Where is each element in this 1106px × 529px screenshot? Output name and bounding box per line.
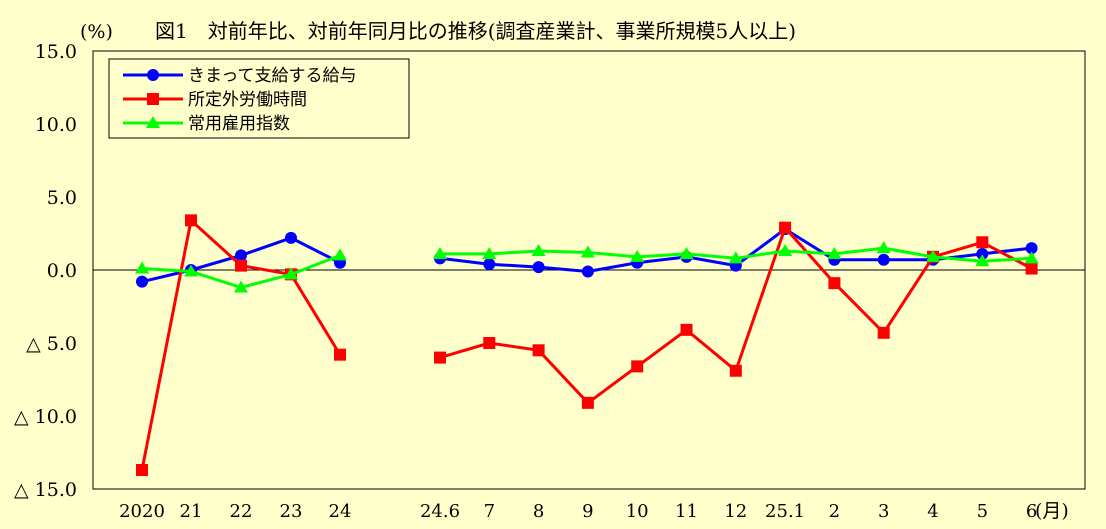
y-tick-label: △ 5.0: [26, 333, 77, 355]
data-point: [136, 464, 148, 477]
x-tick-label: 8: [533, 501, 544, 522]
x-axis: 2020 21 22 23 24 24.6 7 8 9 10 11 12 25.1 2 3 4 5 6: [119, 501, 1037, 522]
x-tick-label: 24: [329, 501, 352, 522]
data-point: [926, 249, 940, 262]
x-tick-label: 24.6: [420, 501, 460, 522]
data-point: [135, 261, 149, 274]
data-point: [976, 236, 989, 249]
data-point: [334, 348, 346, 361]
x-tick-label: 2: [829, 501, 840, 522]
data-point: [779, 221, 792, 234]
data-point: [976, 247, 989, 260]
x-tick-label: 12: [724, 501, 747, 522]
data-point: [631, 360, 644, 373]
data-point: [827, 246, 842, 259]
data-point: [532, 261, 545, 274]
data-point: [680, 323, 693, 336]
y-tick-label: 0.0: [47, 260, 77, 282]
x-tick-label: 5: [977, 501, 988, 522]
data-point: [333, 248, 347, 261]
data-point: [482, 246, 497, 259]
data-point: [679, 246, 694, 259]
data-point: [1025, 262, 1038, 275]
data-point: [235, 259, 247, 272]
data-point: [234, 280, 248, 293]
data-point: [483, 258, 496, 271]
data-point: [581, 396, 594, 409]
data-point: [483, 337, 496, 349]
x-tick-label: 22: [230, 501, 253, 522]
data-point: [728, 251, 743, 264]
data-point: [184, 264, 198, 277]
data-point: [147, 93, 159, 105]
data-point: [877, 253, 890, 266]
data-point: [580, 245, 595, 258]
series-2: [135, 241, 1039, 293]
y-axis: 15.0 10.0 5.0 0.0 △ 5.0 △ 10.0 △ 15.0: [14, 41, 77, 501]
data-point: [136, 275, 148, 288]
series-layer: [135, 214, 1039, 477]
chart-title: 図1 対前年比、対前年同月比の推移(調査産業計、事業所規模5人以上): [155, 19, 796, 43]
data-point: [185, 214, 197, 227]
y-tick-label: 10.0: [35, 114, 77, 136]
legend-label: 常用雇用指数: [188, 114, 290, 134]
x-tick-label: 3: [878, 501, 889, 522]
data-point: [531, 244, 546, 257]
data-point: [285, 231, 297, 244]
data-point: [828, 277, 841, 290]
data-point: [975, 254, 990, 267]
data-point: [778, 244, 793, 257]
data-point: [1024, 251, 1039, 264]
x-tick-label: 7: [484, 501, 495, 522]
x-unit-label: (月): [1035, 500, 1069, 522]
data-point: [532, 344, 545, 357]
x-tick-label: 25.1: [765, 501, 805, 522]
x-tick-label: 4: [927, 501, 938, 522]
data-point: [433, 246, 447, 259]
x-tick-label: 21: [180, 501, 203, 522]
x-tick-label: 10: [626, 501, 649, 522]
x-tick-label: 6: [1026, 501, 1037, 522]
data-point: [877, 326, 890, 339]
data-point: [876, 241, 891, 254]
data-point: [147, 69, 159, 81]
x-tick-label: 2020: [119, 501, 165, 522]
y-tick-label: 15.0: [35, 41, 77, 63]
data-point: [146, 116, 160, 128]
data-point: [434, 351, 446, 364]
y-tick-label: △ 10.0: [14, 406, 77, 428]
y-tick-label: △ 15.0: [14, 479, 77, 501]
data-point: [581, 265, 594, 278]
data-point: [284, 267, 298, 280]
y-unit-label: (%): [80, 21, 113, 43]
data-point: [1025, 242, 1038, 255]
y-tick-label: 5.0: [47, 187, 77, 209]
legend-label: 所定外労働時間: [188, 90, 307, 110]
x-tick-label: 9: [582, 501, 593, 522]
data-point: [729, 364, 742, 377]
data-point: [235, 249, 247, 262]
x-tick-label: 11: [675, 501, 698, 522]
data-point: [630, 249, 645, 262]
x-tick-label: 23: [280, 501, 303, 522]
legend-label: きまって支給する給与: [188, 66, 356, 86]
